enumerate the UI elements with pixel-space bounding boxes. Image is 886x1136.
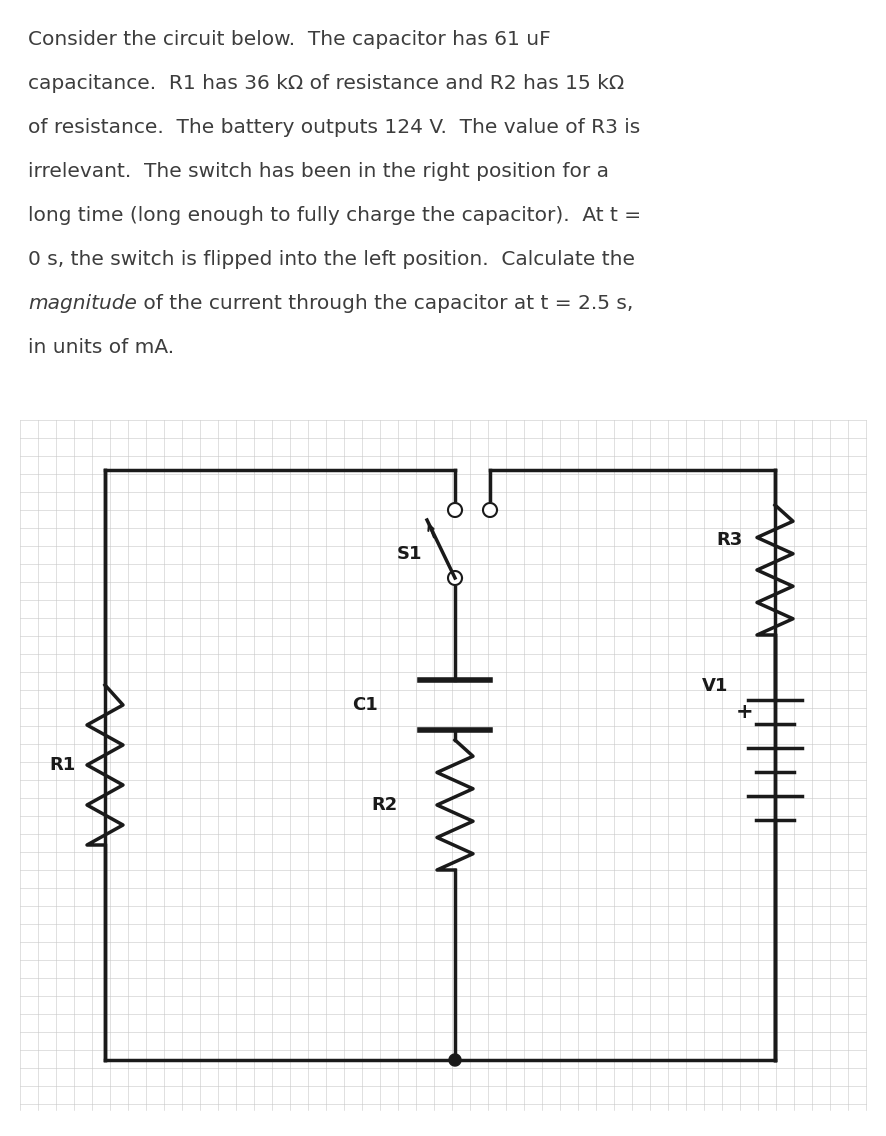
Text: irrelevant.  The switch has been in the right position for a: irrelevant. The switch has been in the r… [28, 162, 609, 181]
Text: R1: R1 [50, 755, 76, 774]
Text: of resistance.  The battery outputs 124 V.  The value of R3 is: of resistance. The battery outputs 124 V… [28, 118, 641, 137]
Polygon shape [449, 1054, 461, 1066]
Text: R2: R2 [372, 796, 398, 815]
Text: 0 s, the switch is flipped into the left position.  Calculate the: 0 s, the switch is flipped into the left… [28, 250, 635, 269]
Text: +: + [736, 702, 754, 722]
Text: V1: V1 [702, 677, 728, 695]
Text: C1: C1 [352, 696, 377, 715]
Text: magnitude: magnitude [28, 294, 136, 314]
Text: capacitance.  R1 has 36 kΩ of resistance and R2 has 15 kΩ: capacitance. R1 has 36 kΩ of resistance … [28, 74, 625, 93]
Text: Consider the circuit below.  The capacitor has 61 uF: Consider the circuit below. The capacito… [28, 30, 551, 49]
Text: in units of mA.: in units of mA. [28, 339, 175, 357]
Text: S1: S1 [397, 545, 423, 563]
Text: long time (long enough to fully charge the capacitor).  At t =: long time (long enough to fully charge t… [28, 206, 641, 225]
Polygon shape [448, 503, 462, 517]
Polygon shape [483, 503, 497, 517]
Text: of the current through the capacitor at t = 2.5 s,: of the current through the capacitor at … [136, 294, 633, 314]
Polygon shape [448, 571, 462, 585]
Text: R3: R3 [717, 531, 743, 549]
